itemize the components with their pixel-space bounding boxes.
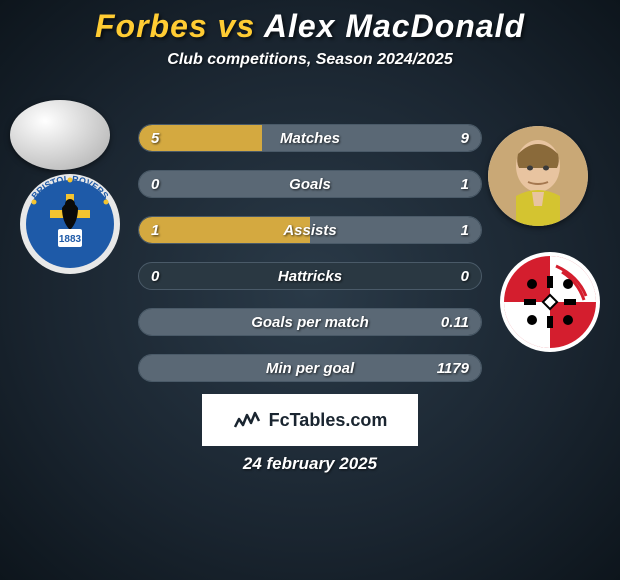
report-date: 24 february 2025 [0, 454, 620, 474]
stat-row: 0.11Goals per match [138, 308, 482, 336]
player-left-name: Forbes [95, 8, 208, 44]
stat-label: Goals per match [139, 309, 481, 335]
stat-label: Hattricks [139, 263, 481, 289]
stat-row: 1179Min per goal [138, 354, 482, 382]
attribution-icon [233, 409, 261, 431]
svg-text:1883: 1883 [59, 234, 82, 245]
stat-row: 59Matches [138, 124, 482, 152]
vs-separator: vs [218, 8, 256, 44]
player-right-avatar [488, 126, 588, 226]
stat-label: Min per goal [139, 355, 481, 381]
stat-label: Goals [139, 171, 481, 197]
club-left-badge: 1883 BRISTOL ROVERS [20, 174, 120, 274]
attribution-badge: FcTables.com [202, 394, 418, 446]
stat-row: 00Hattricks [138, 262, 482, 290]
stat-row: 11Assists [138, 216, 482, 244]
attribution-text: FcTables.com [269, 410, 388, 431]
comparison-title: Forbes vs Alex MacDonald [0, 0, 620, 45]
club-right-badge [500, 252, 600, 352]
stat-row: 01Goals [138, 170, 482, 198]
stat-label: Assists [139, 217, 481, 243]
stat-label: Matches [139, 125, 481, 151]
player-left-avatar [10, 100, 110, 170]
player-right-name: Alex MacDonald [264, 8, 525, 44]
stats-table: 59Matches 01Goals 11Assists 00Hattricks 0.11… [138, 124, 482, 400]
subtitle: Club competitions, Season 2024/2025 [0, 51, 620, 69]
